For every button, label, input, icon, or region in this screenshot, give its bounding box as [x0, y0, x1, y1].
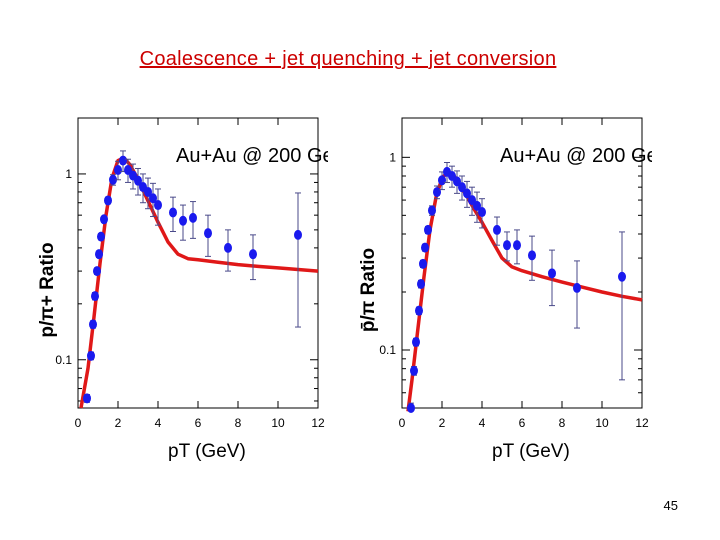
- data-point: [513, 240, 521, 251]
- data-point: [463, 188, 471, 199]
- x-tick-label: 4: [479, 416, 486, 430]
- chart-annotation: Au+Au @ 200 GeV: [176, 145, 328, 167]
- data-point: [503, 240, 511, 251]
- x-axis-label: pT (GeV): [492, 441, 570, 462]
- data-point: [419, 258, 427, 269]
- slide-title: Coalescence + jet quenching + jet conver…: [139, 48, 557, 70]
- data-point: [493, 224, 501, 235]
- data-point: [428, 205, 436, 216]
- data-point: [415, 305, 423, 316]
- x-tick-label: 12: [311, 416, 325, 430]
- x-tick-label: 6: [195, 416, 202, 430]
- x-axis-label: pT (GeV): [168, 441, 246, 462]
- data-point: [87, 350, 95, 361]
- data-point: [104, 195, 112, 206]
- data-point: [528, 250, 536, 261]
- plot-frame: 0 2 4 6 8 10 12 0.1 1: [55, 117, 325, 430]
- x-tick-label: 6: [519, 416, 526, 430]
- data-point: [119, 155, 127, 166]
- x-tick-label: 2: [439, 416, 446, 430]
- data-point: [421, 242, 429, 253]
- page-number: 45: [663, 498, 678, 513]
- x-tick-label: 10: [595, 416, 609, 430]
- data-point: [458, 182, 466, 193]
- data-point: [433, 187, 441, 198]
- chart-annotation: Au+Au @ 200 GeV: [500, 145, 652, 167]
- data-point: [144, 186, 152, 197]
- model-curve-layer: [406, 170, 643, 412]
- y-tick-label: 0.1: [55, 353, 72, 367]
- data-point: [179, 215, 187, 226]
- data-point: [412, 337, 420, 348]
- x-tick-label: 12: [635, 416, 649, 430]
- data-point: [83, 393, 91, 404]
- data-point: [548, 268, 556, 279]
- data-point: [134, 175, 142, 186]
- model-curve: [79, 156, 319, 409]
- data-point: [424, 224, 432, 235]
- x-tick-label: 8: [559, 416, 566, 430]
- chart-pbar-over-pi: 0 2 4 6 8 10 12 0.1 1 Au+Au @ 200 GeV pT (GeV) p…: [358, 117, 652, 462]
- data-point: [249, 249, 257, 260]
- y-axis-label: p̄/π Ratio: [358, 248, 379, 332]
- data-point: [417, 279, 425, 290]
- data-point: [473, 200, 481, 211]
- y-axis-label: p/π+ Ratio: [37, 242, 58, 337]
- data-point: [407, 403, 415, 413]
- x-tick-label: 8: [235, 416, 242, 430]
- data-point: [93, 266, 101, 277]
- x-tick-label: 0: [399, 416, 406, 430]
- plot-frame: 0 2 4 6 8 10 12 0.1 1: [379, 117, 649, 430]
- x-tick-label: 2: [115, 416, 122, 430]
- data-point: [97, 231, 105, 242]
- chart-p-over-pi-plus: 0 2 4 6 8 10 12 0.1 1 Au+Au @ 200 GeV pT (GeV) p…: [37, 117, 328, 462]
- data-point: [573, 282, 581, 293]
- data-point: [114, 164, 122, 175]
- data-point: [410, 365, 418, 376]
- data-point: [154, 200, 162, 211]
- data-point: [95, 249, 103, 260]
- y-tick-label: 1: [389, 150, 396, 164]
- x-tick-label: 10: [271, 416, 285, 430]
- model-curve: [406, 170, 643, 412]
- data-point: [478, 207, 486, 218]
- data-point: [91, 291, 99, 302]
- data-point: [149, 193, 157, 204]
- y-tick-label: 1: [65, 167, 72, 181]
- data-point: [224, 242, 232, 253]
- data-point: [204, 228, 212, 239]
- data-point: [294, 229, 302, 240]
- data-point: [89, 319, 97, 330]
- data-point: [618, 271, 626, 282]
- data-point: [100, 214, 108, 225]
- model-curve-layer: [79, 156, 319, 409]
- data-point: [189, 212, 197, 223]
- data-points-layer: [83, 150, 302, 404]
- x-tick-label: 0: [75, 416, 82, 430]
- data-points-layer: [407, 162, 626, 413]
- data-point: [169, 207, 177, 218]
- y-tick-label: 0.1: [379, 343, 396, 357]
- data-point: [438, 175, 446, 186]
- x-tick-label: 4: [155, 416, 162, 430]
- data-point: [109, 174, 117, 185]
